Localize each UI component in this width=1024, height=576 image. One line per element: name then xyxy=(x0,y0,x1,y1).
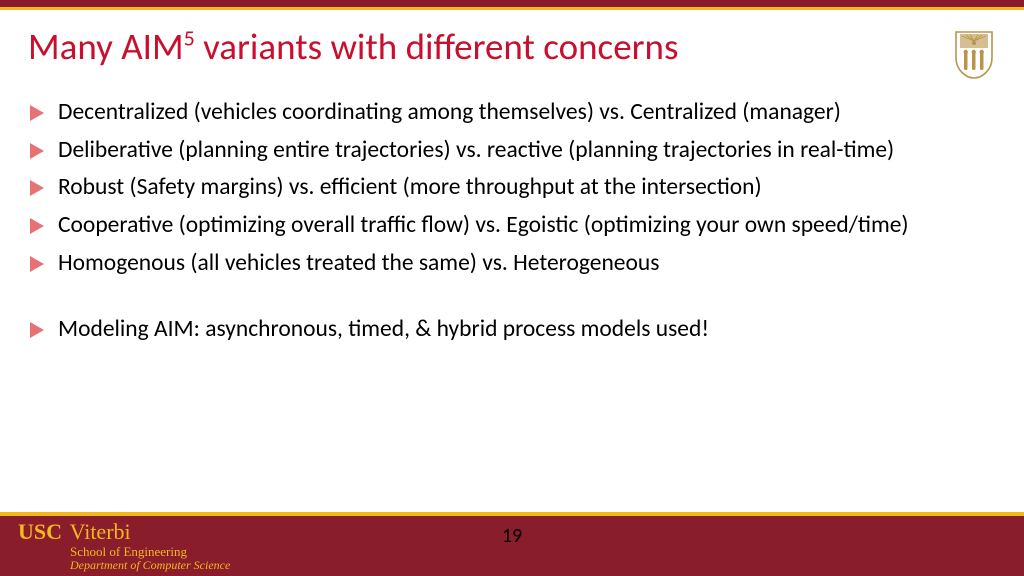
title-post: variants with different concerns xyxy=(195,24,679,69)
title-row: Many AIM5 variants with different concer… xyxy=(0,10,1024,95)
slide-title: Many AIM5 variants with different concer… xyxy=(28,28,678,67)
school-name: School of Engineering xyxy=(70,545,230,559)
bullet-text: Cooperative (optimizing overall traffic … xyxy=(58,211,909,239)
list-item: Cooperative (optimizing overall traffic … xyxy=(28,212,996,240)
bullet-text: Robust (Safety margins) vs. efficient (m… xyxy=(58,173,762,201)
page-number: 19 xyxy=(502,524,522,548)
title-sup: 5 xyxy=(184,25,195,52)
usc-shield-icon xyxy=(952,30,996,85)
list-item: Modeling AIM: asynchronous, timed, & hyb… xyxy=(28,316,996,344)
content-area: Decentralized (vehicles coordinating amo… xyxy=(0,95,1024,343)
top-accent-bar xyxy=(0,0,1024,10)
bullet-list: Decentralized (vehicles coordinating amo… xyxy=(28,99,996,343)
usc-wordmark: USC xyxy=(18,520,62,543)
viterbi-wordmark: Viterbi xyxy=(70,520,131,543)
list-item: Deliberative (planning entire trajectori… xyxy=(28,137,996,165)
bullet-text: Modeling AIM: asynchronous, timed, & hyb… xyxy=(58,315,709,343)
list-item: Homogenous (all vehicles treated the sam… xyxy=(28,250,996,278)
list-item: Decentralized (vehicles coordinating amo… xyxy=(28,99,996,127)
list-item: Robust (Safety margins) vs. efficient (m… xyxy=(28,174,996,202)
title-pre: Many AIM xyxy=(28,24,184,69)
bullet-text: Deliberative (planning entire trajectori… xyxy=(58,136,894,164)
bullet-text: Homogenous (all vehicles treated the sam… xyxy=(58,249,659,277)
footer-branding: USC Viterbi School of Engineering Depart… xyxy=(0,520,230,571)
bullet-text: Decentralized (vehicles coordinating amo… xyxy=(58,98,841,126)
department-name: Department of Computer Science xyxy=(70,559,230,572)
footer-bar: USC Viterbi School of Engineering Depart… xyxy=(0,512,1024,576)
